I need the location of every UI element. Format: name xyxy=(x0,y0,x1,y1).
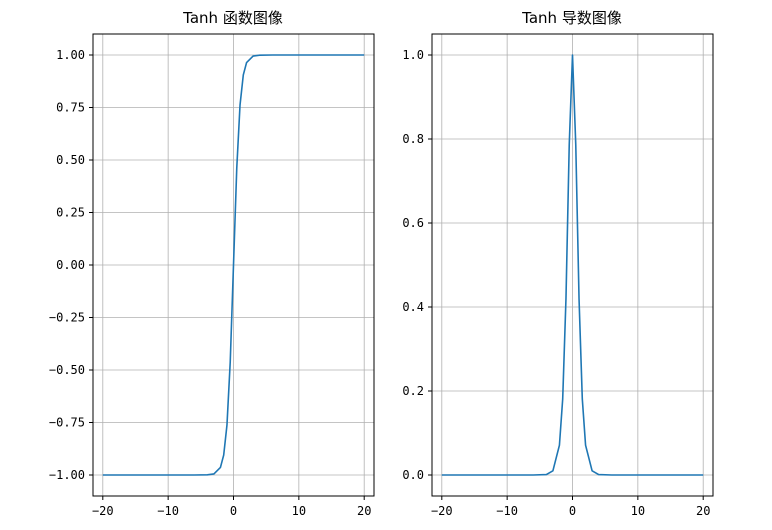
tanh-derivative-x-tick-label: −10 xyxy=(496,504,518,518)
tanh-derivative-y-tick-label: 0.4 xyxy=(402,300,424,314)
tanh-derivative-y-tick-label: 0.2 xyxy=(402,384,424,398)
tanh-function-x-tick-label: −20 xyxy=(92,504,114,518)
tanh-function-y-tick-label: −0.75 xyxy=(49,416,85,430)
tanh-derivative-x-tick-label: −20 xyxy=(431,504,453,518)
tanh-derivative-y-tick-label: 0.8 xyxy=(402,132,424,146)
tanh-function-x-tick-label: 20 xyxy=(357,504,371,518)
tanh-function-y-tick-label: −0.25 xyxy=(49,311,85,325)
tanh-derivative-y-tick-label: 1.0 xyxy=(402,48,424,62)
tanh-derivative-ticks: −20 −10 0 10 20 1.0 0.8 0.6 0.4 0.2 0.0 xyxy=(402,48,710,518)
tanh-function-line xyxy=(102,54,365,476)
tanh-function-y-tick-label: 1.00 xyxy=(56,48,85,62)
tanh-function-y-tick-label: −1.00 xyxy=(49,468,85,482)
tanh-function-ticks: −20 −10 0 10 20 1.00 0.75 0.50 0.25 0.00 −0.25 −0.5… xyxy=(49,48,372,518)
tanh-derivative-x-tick-label: 0 xyxy=(569,504,576,518)
tanh-function-plot: Tanh 函数图像 −20 −10 0 10 20 1.00 0.75 0.50 0.25 0.0… xyxy=(49,9,375,518)
tanh-derivative-line xyxy=(441,54,704,476)
tanh-function-x-tick-label: −10 xyxy=(157,504,179,518)
tanh-function-y-tick-label: 0.75 xyxy=(56,101,85,115)
tanh-function-x-tick-label: 0 xyxy=(230,504,237,518)
tanh-derivative-series xyxy=(441,54,704,476)
tanh-derivative-x-tick-label: 10 xyxy=(631,504,645,518)
tanh-derivative-title: Tanh 导数图像 xyxy=(521,9,622,27)
tanh-derivative-grid xyxy=(432,34,713,496)
tanh-function-frame xyxy=(92,33,375,497)
tanh-function-series xyxy=(102,54,365,476)
tanh-derivative-y-tick-label: 0.0 xyxy=(402,468,424,482)
tanh-derivative-y-tick-label: 0.6 xyxy=(402,216,424,230)
tanh-derivative-plot: Tanh 导数图像 −20 −10 0 10 20 1.0 0.8 0.6 0.4 0.2 0.0 xyxy=(402,9,714,518)
tanh-function-y-tick-label: 0.25 xyxy=(56,206,85,220)
tanh-function-y-tick-label: −0.50 xyxy=(49,363,85,377)
tanh-function-title: Tanh 函数图像 xyxy=(182,9,283,27)
tanh-derivative-x-tick-label: 20 xyxy=(696,504,710,518)
tanh-function-x-tick-label: 10 xyxy=(292,504,306,518)
tanh-function-y-tick-label: 0.00 xyxy=(56,258,85,272)
tanh-function-y-tick-label: 0.50 xyxy=(56,153,85,167)
tanh-derivative-frame xyxy=(431,33,714,497)
